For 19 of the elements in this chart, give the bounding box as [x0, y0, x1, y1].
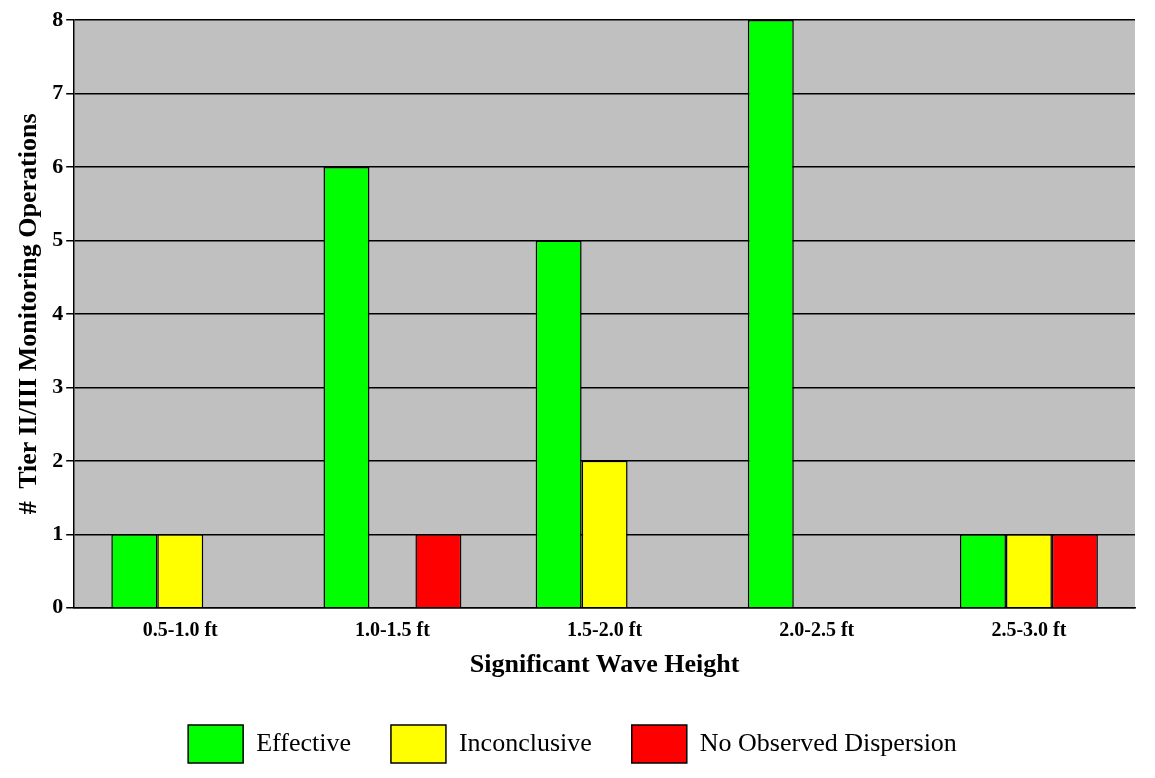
- y-tick-label: 5: [52, 226, 64, 252]
- legend-label: No Observed Dispersion: [699, 727, 957, 757]
- x-tick-label: 0.5-1.0 ft: [142, 617, 219, 640]
- y-tick-label: 7: [52, 79, 64, 105]
- legend-label: Inconclusive: [458, 727, 592, 757]
- x-axis-title: Significant Wave Height: [469, 649, 740, 679]
- y-tick-label: 6: [52, 152, 64, 178]
- y-axis-title: # Tier II/III Monitoring Operations: [13, 113, 43, 515]
- y-tick-label: 1: [52, 520, 64, 546]
- x-tick-label: 2.0-2.5 ft: [779, 617, 855, 640]
- y-tick-label: 2: [52, 446, 64, 472]
- y-tick-label: 3: [52, 373, 64, 399]
- x-tick-label: 2.5-3.0 ft: [991, 617, 1067, 640]
- y-tick-label: 8: [52, 5, 64, 31]
- x-tick-label: 1.5-2.0 ft: [567, 617, 643, 640]
- x-tick-label: 1.0-1.5 ft: [354, 617, 431, 640]
- y-tick-label: 4: [52, 299, 64, 325]
- legend-label: Effective: [256, 727, 351, 757]
- y-tick-label: 0: [52, 593, 64, 619]
